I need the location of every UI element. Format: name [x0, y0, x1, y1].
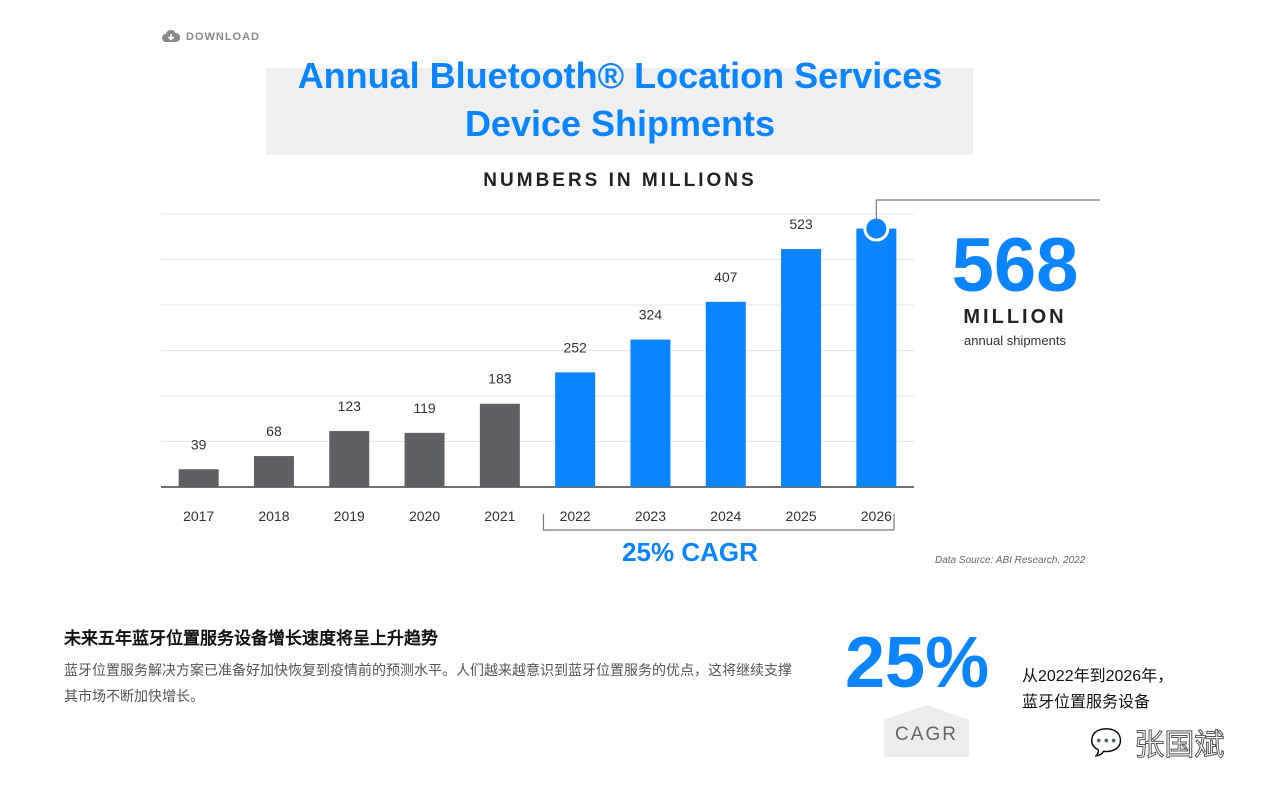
cagr-badge-label: CAGR: [895, 724, 958, 745]
data-label-2021: 183: [488, 371, 512, 387]
stat-description: 从2022年到2026年， 蓝牙位置服务设备: [1022, 664, 1173, 716]
tick-label-2025: 2025: [785, 508, 816, 524]
data-label-2019: 123: [338, 398, 362, 414]
tick-label-2018: 2018: [258, 508, 289, 524]
tick-label-2022: 2022: [560, 508, 591, 524]
highlight-value: 568: [951, 223, 1079, 308]
bar-2025: [781, 249, 822, 487]
forecast-bracket: [542, 514, 895, 531]
bar-2020: [404, 432, 445, 487]
bar-2017: [178, 469, 219, 487]
tick-label-2024: 2024: [710, 508, 741, 524]
tick-label-2023: 2023: [635, 508, 666, 524]
download-label: DOWNLOAD: [186, 30, 260, 43]
title-background: [266, 68, 973, 155]
data-label-2023: 324: [639, 307, 663, 323]
chart-subtitle: NUMBERS IN MILLIONS: [483, 170, 757, 191]
data-label-2020: 119: [413, 400, 436, 416]
watermark: 💬 张国斌: [1090, 720, 1225, 764]
data-source: Data Source: ABI Research, 2022: [935, 555, 1086, 566]
cloud-download-icon: [162, 30, 180, 42]
data-label-2024: 407: [714, 269, 738, 285]
tick-label-2019: 2019: [334, 508, 365, 524]
cagr-label: 25% CAGR: [622, 537, 758, 567]
wechat-icon: 💬: [1090, 726, 1123, 757]
stat-value: 25%: [845, 623, 990, 703]
article-body: 蓝牙位置服务解决方案已准备好加快恢复到疫情前的预测水平。人们越来越意识到蓝牙位置…: [64, 662, 792, 704]
bar-2022: [555, 372, 596, 487]
bar-2019: [329, 431, 370, 487]
callout-line: [875, 199, 1100, 219]
highlight-unit: MILLION: [963, 306, 1067, 328]
bar-2018: [253, 456, 294, 487]
bar-2026: [856, 228, 897, 487]
stat-desc-line1: 从2022年到2026年，: [1022, 668, 1174, 685]
data-label-2018: 68: [266, 423, 282, 439]
tick-label-2021: 2021: [484, 508, 515, 524]
marker-dot: [866, 218, 887, 239]
data-label-2025: 523: [789, 216, 813, 232]
bar-2021: [479, 403, 520, 487]
chart-title: Annual Bluetooth® Location Services Devi…: [297, 55, 943, 144]
article-heading: 未来五年蓝牙位置服务设备增长速度将呈上升趋势: [64, 629, 438, 648]
highlight-caption: annual shipments: [964, 333, 1066, 348]
download-link[interactable]: DOWNLOAD: [162, 30, 260, 43]
data-label-2017: 39: [191, 436, 207, 452]
tick-label-2026: 2026: [861, 508, 892, 524]
stat-desc-line2: 蓝牙位置服务设备: [1022, 694, 1151, 711]
watermark-text: 张国斌: [1134, 729, 1225, 763]
tick-label-2020: 2020: [409, 508, 440, 524]
bar-chart: 39 2017 68 2018 123 2019 119 2020 183 2021 252 2022…: [161, 199, 1100, 531]
data-label-2022: 252: [563, 339, 587, 355]
tick-label-2017: 2017: [183, 508, 214, 524]
bar-2023: [630, 339, 671, 487]
bar-2024: [705, 301, 746, 487]
